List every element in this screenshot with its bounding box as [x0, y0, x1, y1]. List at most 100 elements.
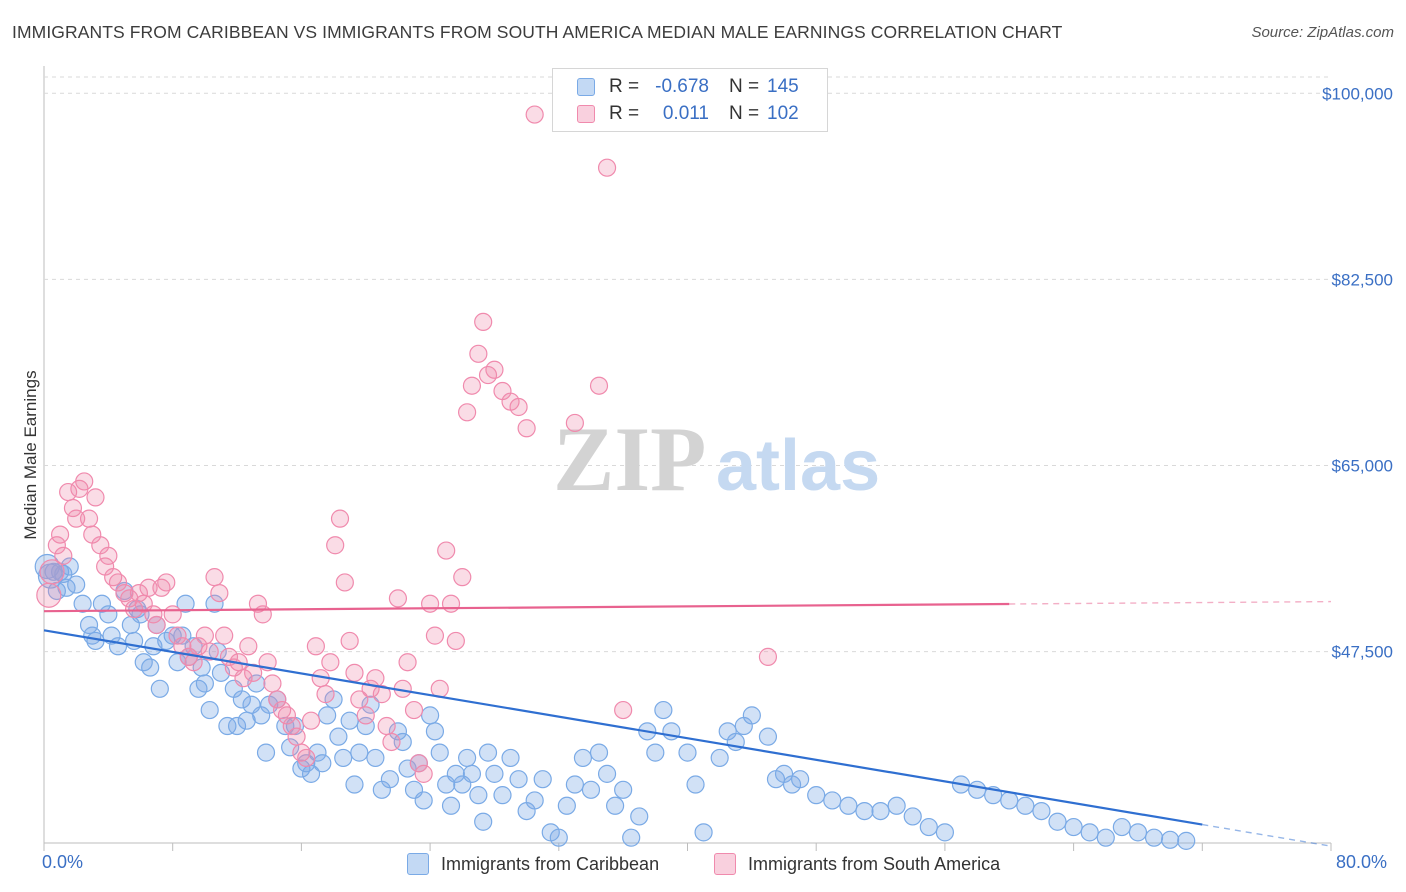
south-america-point: [462, 376, 482, 395]
caribbean-point: [1064, 817, 1083, 837]
south-america-point: [356, 706, 375, 725]
caribbean-point: [176, 594, 195, 613]
caribbean-point: [281, 738, 300, 757]
south-america-point: [335, 573, 354, 592]
south-america-point: [139, 578, 158, 597]
caribbean-point: [855, 801, 874, 821]
south-america-point: [39, 559, 65, 585]
caribbean-point: [340, 711, 359, 730]
caribbean-point: [1032, 801, 1051, 821]
caribbean-point: [446, 764, 465, 783]
south-america-point: [263, 674, 282, 693]
south-america-point: [321, 653, 340, 672]
south-america-point: [446, 631, 465, 651]
south-america-point: [36, 582, 62, 608]
caribbean-point: [173, 626, 192, 645]
south-america-point: [421, 594, 440, 613]
caribbean-point: [493, 786, 512, 805]
south-america-point: [239, 637, 258, 656]
caribbean-point: [614, 780, 633, 799]
south-america-point: [509, 397, 528, 417]
legend-label-caribbean: Immigrants from Caribbean: [441, 853, 660, 874]
pink-swatch-icon: [577, 105, 595, 123]
south-america-point: [316, 685, 335, 704]
south-america-point: [54, 546, 73, 565]
south-america-point: [382, 732, 401, 752]
south-america-point: [79, 509, 99, 528]
caribbean-trend-line: [43, 629, 1203, 826]
south-america-point: [614, 700, 633, 720]
caribbean-point: [462, 764, 482, 783]
south-america-point: [350, 690, 369, 709]
caribbean-point: [485, 764, 504, 783]
caribbean-point: [218, 716, 237, 736]
caribbean-point: [380, 770, 399, 789]
y-tick-label: $65,000: [1332, 456, 1393, 475]
x-axis-min-label: 0.0%: [42, 852, 84, 872]
caribbean-point: [1177, 831, 1196, 850]
y-axis-title: Median Male Earnings: [21, 370, 40, 539]
caribbean-point: [1144, 828, 1164, 847]
y-tick-label: $100,000: [1322, 84, 1393, 103]
caribbean-point: [308, 743, 327, 762]
caribbean-point: [839, 796, 858, 815]
south-america-point: [409, 754, 428, 773]
south-america-point: [287, 727, 306, 746]
bottom-legend-caribbean: Immigrants from Caribbean: [407, 852, 659, 876]
y-axis-ticks: $47,500 $65,000 $82,500 $100,000: [1322, 84, 1393, 661]
caribbean-point: [345, 775, 364, 794]
caribbean-point: [509, 770, 528, 789]
south-america-point: [282, 716, 301, 736]
caribbean-point: [606, 796, 625, 815]
south-america-point: [525, 105, 544, 124]
n-label: N =: [729, 103, 760, 124]
caribbean-point: [533, 770, 552, 789]
caribbean-point: [458, 748, 477, 768]
caribbean-point: [1128, 823, 1148, 842]
caribbean-point: [903, 807, 922, 826]
south-america-point: [372, 685, 391, 704]
caribbean-point: [474, 812, 493, 831]
chart-title: IMMIGRANTS FROM CARIBBEAN VS IMMIGRANTS …: [12, 22, 1063, 42]
south-america-point: [210, 583, 229, 603]
south-america-point: [345, 663, 364, 682]
south-america-point: [292, 743, 311, 762]
south-america-point: [589, 376, 609, 395]
caribbean-point: [329, 727, 348, 746]
caribbean-point: [366, 748, 385, 768]
caribbean-point: [1080, 823, 1099, 842]
south-america-point: [200, 642, 219, 661]
caribbean-point: [549, 828, 568, 847]
south-america-point: [297, 748, 316, 768]
caribbean-point: [646, 743, 665, 762]
caribbean-point: [205, 594, 224, 613]
caribbean-point: [150, 679, 169, 698]
south-america-point: [340, 631, 359, 651]
r-value: -0.678: [655, 76, 709, 97]
south-america-point: [398, 653, 417, 672]
caribbean-point: [887, 796, 906, 815]
south-america-point: [306, 637, 325, 656]
trend-lines: [43, 600, 1332, 847]
caribbean-point: [414, 791, 433, 810]
south-america-point: [425, 626, 445, 645]
caribbean-point: [823, 791, 842, 810]
south-america-point: [458, 403, 477, 422]
south-america-point: [326, 536, 345, 555]
south-america-point: [205, 568, 224, 587]
caribbean-point: [388, 722, 408, 741]
n-value: 145: [767, 76, 799, 97]
caribbean-point: [141, 658, 160, 677]
south-america-point: [147, 615, 166, 635]
caribbean-point: [589, 743, 609, 762]
south-america-point: [404, 700, 424, 720]
caribbean-point: [1112, 817, 1131, 837]
caribbean-point: [398, 759, 417, 778]
caribbean-point: [694, 823, 713, 842]
south-america-point: [517, 419, 536, 438]
south-america-point: [215, 626, 234, 645]
n-value: 102: [767, 103, 799, 124]
caribbean-point: [919, 817, 938, 837]
caribbean-point: [334, 748, 353, 768]
